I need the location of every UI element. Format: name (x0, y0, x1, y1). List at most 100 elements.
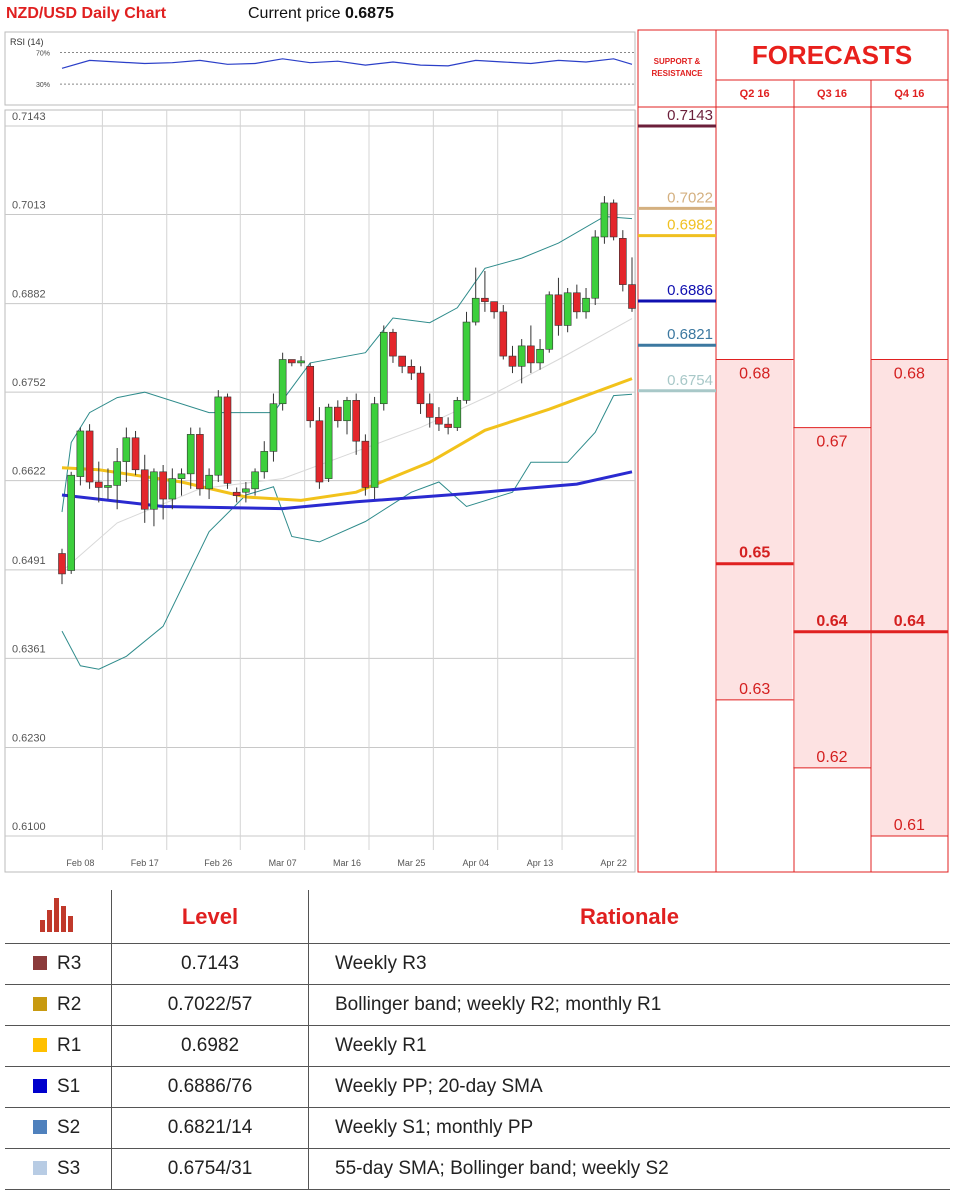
row-name: S3 (57, 1158, 81, 1179)
table-row: R2 0.7022/57 Bollinger band; weekly R2; mo… (5, 984, 950, 1026)
candle-body (398, 355, 406, 367)
candle-body (425, 403, 434, 418)
candle-body (223, 396, 232, 484)
sr-label: 0.7143 (667, 107, 713, 124)
candle-body (453, 400, 462, 428)
row-swatch (33, 1120, 47, 1134)
candle-body (343, 400, 351, 422)
overlay-line (61, 377, 633, 502)
candle-body (140, 469, 149, 510)
row-level: 0.6982 (111, 1025, 309, 1067)
level-header: Level (111, 890, 309, 944)
table-row: R3 0.7143 Weekly R3 (5, 943, 950, 985)
candle-body (389, 331, 397, 357)
levels-table: Level Rationale R3 0.7143 Weekly R3 R2 0.702… (5, 890, 950, 1190)
row-name-cell: S3 (5, 1148, 112, 1190)
candle-body (260, 451, 269, 473)
candle-body (122, 437, 131, 462)
chart: RSI (14) 0.7143 0.7013 0.6882 0.6752 0.6622 0… (4, 29, 949, 873)
rsi-line (61, 58, 633, 69)
candle-body (600, 202, 609, 238)
candle-body (196, 434, 204, 490)
sr-label: 0.6886 (667, 282, 713, 299)
chart-title: NZD/USD Daily Chart (6, 5, 167, 22)
candle-body (94, 481, 103, 488)
sr-label: 0.6754 (667, 372, 713, 389)
forecast-high-label: 0.67 (816, 434, 847, 451)
overlay-line (61, 393, 633, 670)
quarter-label: Q3 16 (817, 88, 847, 100)
table-icon (5, 890, 112, 944)
rsi-tick-label: 70% (36, 50, 50, 57)
sr-label: 0.6982 (667, 217, 713, 234)
quarter-label: Q4 16 (894, 88, 924, 100)
table-header: Level Rationale (5, 890, 950, 944)
x-tick-label: Feb 17 (131, 858, 159, 868)
x-tick-label: Feb 26 (204, 858, 232, 868)
row-rationale: Weekly R1 (308, 1025, 950, 1067)
candle-body (563, 292, 572, 326)
overlay-line (61, 215, 633, 513)
candle-body (352, 400, 360, 442)
candle-body (619, 238, 627, 285)
candle-body (76, 430, 85, 477)
row-name-cell: R1 (5, 1025, 112, 1067)
forecast-high-label: 0.68 (894, 365, 925, 382)
row-level: 0.6886/76 (111, 1066, 309, 1108)
table-body: R3 0.7143 Weekly R3 R2 0.7022/57 Bollinger ba… (5, 943, 950, 1190)
candle-body (462, 321, 471, 401)
row-swatch (33, 1079, 47, 1093)
candle-body (131, 437, 140, 471)
candle-body (214, 396, 223, 476)
y-tick-label: 0.7013 (12, 199, 46, 211)
row-name: R3 (57, 953, 82, 974)
candle-body (205, 474, 213, 490)
candle-body (361, 440, 370, 488)
candle-body (481, 297, 489, 302)
row-name-cell: S2 (5, 1107, 112, 1149)
row-name-cell: S1 (5, 1066, 112, 1108)
candle-body (67, 474, 75, 571)
candle-body (517, 345, 526, 367)
sr-label: 0.7022 (667, 189, 713, 206)
candle-body (527, 345, 535, 364)
current-price-label: Current price (248, 5, 341, 22)
candle-body (168, 478, 177, 500)
x-tick-label: Mar 25 (397, 858, 425, 868)
y-tick-label: 0.6491 (12, 555, 46, 567)
row-name: R1 (57, 1035, 82, 1056)
y-tick-label: 0.6100 (12, 821, 46, 833)
candle-body (58, 553, 66, 575)
sr-label: 0.6821 (667, 326, 713, 343)
row-level: 0.7143 (111, 943, 309, 985)
forecast-low-label: 0.62 (816, 749, 847, 766)
candle-body (407, 365, 416, 374)
candle-body (334, 406, 342, 422)
x-tick-label: Apr 22 (600, 858, 627, 868)
forecast-range (794, 427, 870, 768)
candle-body (232, 491, 241, 496)
current-price: Current price 0.6875 (248, 5, 394, 23)
forecast-mid-label: 0.64 (816, 613, 847, 630)
table-row: S2 0.6821/14 Weekly S1; monthly PP (5, 1107, 950, 1149)
row-level: 0.6754/31 (111, 1148, 309, 1190)
row-name-cell: R3 (5, 943, 112, 985)
row-level: 0.6821/14 (111, 1107, 309, 1149)
table-row: S1 0.6886/76 Weekly PP; 20-day SMA (5, 1066, 950, 1108)
y-tick-label: 0.6230 (12, 733, 46, 745)
candle-body (573, 292, 581, 313)
candle-body (471, 297, 480, 323)
y-tick-label: 0.6622 (12, 466, 46, 478)
candle-body (278, 359, 287, 405)
forecast-low-label: 0.61 (894, 817, 925, 834)
row-rationale: Weekly R3 (308, 943, 950, 985)
candle-body (379, 331, 388, 405)
candle-body (251, 471, 259, 490)
current-price-value: 0.6875 (344, 5, 394, 22)
candle-body (150, 471, 158, 510)
rsi-tick-label: 30% (36, 82, 50, 89)
candle-body (490, 301, 498, 313)
x-tick-label: Mar 07 (269, 858, 297, 868)
row-name-cell: R2 (5, 984, 112, 1026)
